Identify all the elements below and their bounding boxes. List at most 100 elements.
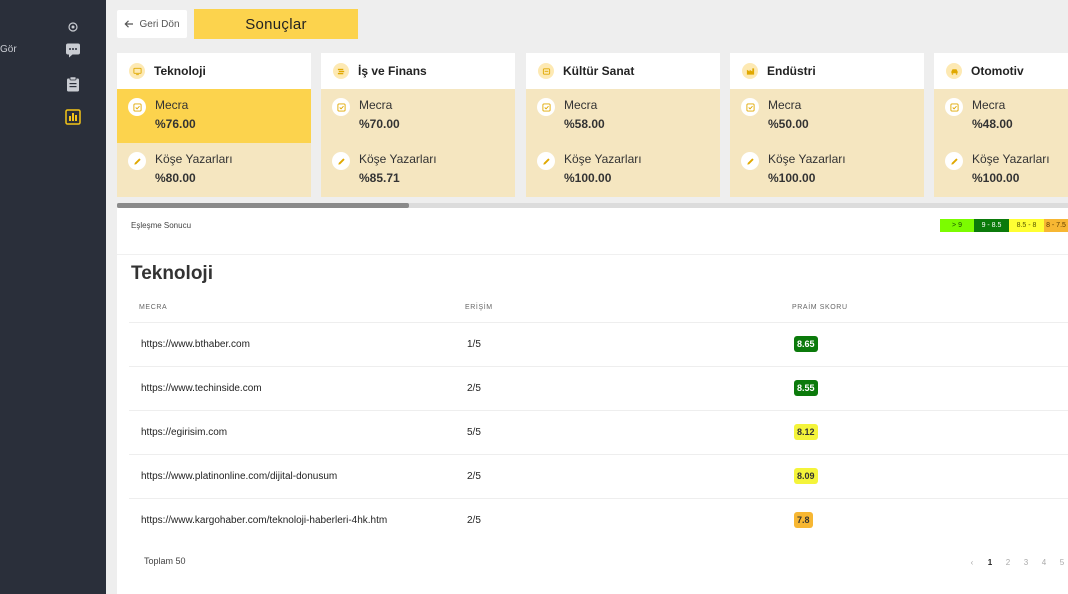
category-card-is-ve-finans[interactable]: İş ve Finans Mecra %70.00 Köşe Yazarları%… [321,53,515,197]
row-label: Mecra [564,98,598,112]
divider [117,254,1068,255]
row-label: Köşe Yazarları [155,152,233,166]
bar-chart-icon[interactable] [65,109,81,125]
card-header: Teknoloji [117,53,311,89]
row-url[interactable]: https://www.bthaber.com [141,339,250,350]
pencil-icon [945,152,963,170]
gear-icon[interactable] [66,20,80,34]
legend-item: 9 - 8.5 [974,219,1009,232]
row-value: %76.00 [155,117,196,131]
category-card-teknoloji[interactable]: Teknoloji Mecra %76.00 Köşe Yazarları %80.… [117,53,311,197]
card-row-mecra[interactable]: Mecra %70.00 [321,89,515,143]
checkbox-icon [945,98,963,116]
scrollbar-thumb[interactable] [117,203,409,208]
row-value: %85.71 [359,171,400,185]
legend-item: 8 - 7.5 [1044,219,1068,232]
card-row-mecra[interactable]: Mecra %48.00 [934,89,1068,143]
column-header-mecra[interactable]: MECRA [139,304,168,311]
checkbox-icon [332,98,350,116]
monitor-icon [129,63,145,79]
row-reach: 2/5 [467,515,481,526]
card-row-kose-yazarlari[interactable]: Köşe Yazarları %100.00 [730,143,924,197]
card-row-mecra[interactable]: Mecra %50.00 [730,89,924,143]
table-row: https://www.kargohaber.com/teknoloji-hab… [129,498,1068,542]
table-row: https://egirisim.com 5/5 8.12 [129,410,1068,454]
pencil-icon [537,152,555,170]
row-label: Köşe Yazarları [564,152,642,166]
match-result-label: Eşleşme Sonucu [131,221,192,230]
column-header-erisim[interactable]: ERİŞİM [465,304,493,311]
results-panel: Eşleşme Sonucu > 9 9 - 8.5 8.5 - 8 8 - 7… [117,208,1068,594]
score-badge: 8.55 [794,380,818,396]
legend-item: > 9 [940,219,974,232]
card-title: Kültür Sanat [563,64,635,78]
card-row-kose-yazarlari[interactable]: Köşe Yazarları %100.00 [934,143,1068,197]
row-label: Mecra [768,98,802,112]
card-header: İş ve Finans [321,53,515,89]
category-card-otomotiv[interactable]: Otomotiv Mecra %48.00 Köşe Yazarları %100.… [934,53,1068,197]
row-url[interactable]: https://egirisim.com [141,427,228,438]
score-badge: 7.8 [794,512,813,528]
row-label: Köşe Yazarları [972,152,1050,166]
pagination: ‹ 1 2 3 4 5 [963,558,1068,567]
card-row-kose-yazarlari[interactable]: Köşe Yazarları %80.00 [117,143,311,197]
back-button[interactable]: Geri Dön [117,10,187,38]
card-row-kose-yazarlari[interactable]: Köşe Yazarları %85.71 [321,143,515,197]
page-title: Sonuçlar [194,9,358,39]
row-label: Mecra [972,98,1006,112]
checkbox-icon [128,98,146,116]
card-header: Endüstri [730,53,924,89]
card-header: Kültür Sanat [526,53,720,89]
pagination-page[interactable]: 3 [1023,558,1029,567]
pagination-prev[interactable]: ‹ [970,558,974,567]
pencil-icon [332,152,350,170]
row-url[interactable]: https://www.platinonline.com/dijital-don… [141,471,338,482]
category-card-kultur-sanat[interactable]: Kültür Sanat Mecra %58.00 Köşe Yazarları%… [526,53,720,197]
row-label: Mecra [155,98,189,112]
sidebar: Gör [0,0,106,594]
card-row-mecra[interactable]: Mecra %76.00 [117,89,311,143]
category-card-endustri[interactable]: Endüstri Mecra %50.00 Köşe Yazarları %100.… [730,53,924,197]
checkbox-icon [537,98,555,116]
card-header: Otomotiv [934,53,1068,89]
pagination-page[interactable]: 4 [1041,558,1047,567]
back-button-label: Geri Dön [139,18,180,30]
card-row-kose-yazarlari[interactable]: Köşe Yazarları %100.00 [526,143,720,197]
row-value: %100.00 [564,171,612,185]
card-title: Otomotiv [971,64,1024,78]
pencil-icon [741,152,759,170]
pencil-icon [128,152,146,170]
card-row-mecra[interactable]: Mecra %58.00 [526,89,720,143]
card-title: Teknoloji [154,64,206,78]
palette-icon [538,63,554,79]
row-url[interactable]: https://www.techinside.com [141,383,262,394]
clipboard-icon[interactable] [65,76,81,92]
score-badge: 8.12 [794,424,818,440]
score-legend: > 9 9 - 8.5 8.5 - 8 8 - 7.5 [940,219,1068,232]
row-url[interactable]: https://www.kargohaber.com/teknoloji-hab… [141,515,388,526]
table-row: https://www.techinside.com 2/5 8.55 [129,366,1068,410]
row-value: %58.00 [564,117,605,131]
column-header-praim-skoru[interactable]: PRAİM SKORU [792,304,848,311]
row-value: %50.00 [768,117,809,131]
row-reach: 1/5 [467,339,481,350]
legend-item: 8.5 - 8 [1009,219,1044,232]
sidebar-label[interactable]: Gör [0,44,17,55]
arrow-left-icon [124,20,134,28]
pagination-page[interactable]: 2 [1005,558,1011,567]
score-badge: 8.65 [794,336,818,352]
card-title: İş ve Finans [358,64,427,78]
pagination-page[interactable]: 5 [1059,558,1065,567]
cards-scrollbar[interactable] [117,203,1068,208]
row-value: %70.00 [359,117,400,131]
row-value: %80.00 [155,171,196,185]
row-value: %48.00 [972,117,1013,131]
row-value: %100.00 [972,171,1020,185]
checkbox-icon [741,98,759,116]
total-count: Toplam 50 [144,556,186,566]
row-label: Mecra [359,98,393,112]
row-reach: 5/5 [467,427,481,438]
chat-icon[interactable] [65,42,81,58]
pagination-page[interactable]: 1 [987,558,993,567]
score-badge: 8.09 [794,468,818,484]
